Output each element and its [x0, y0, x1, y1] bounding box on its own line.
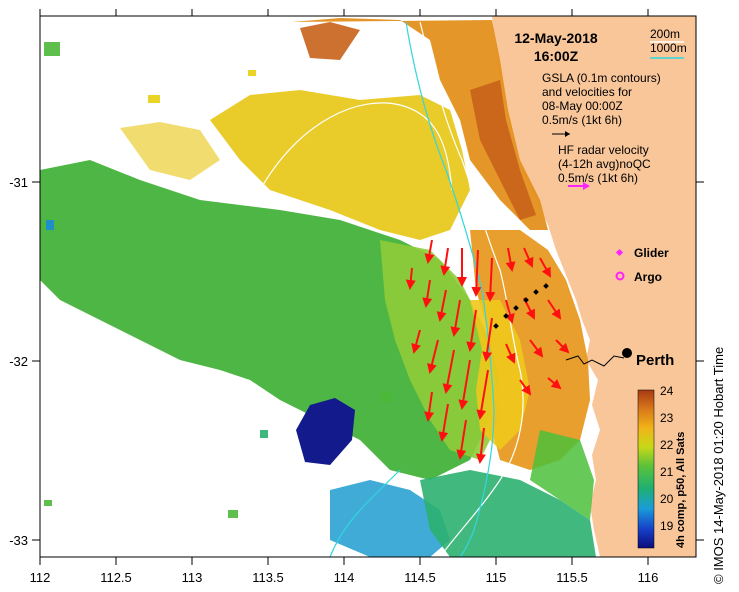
colorbar-tick: 22 — [660, 438, 674, 452]
city-label: Perth — [636, 352, 674, 369]
sst-south-blue — [296, 398, 355, 465]
isobath-200m-west — [259, 102, 453, 191]
plot-area — [40, 16, 696, 557]
x-axis-ticks — [39, 9, 649, 565]
x-tick-label: 116 — [638, 570, 659, 585]
glider-marker-icon — [615, 248, 624, 257]
x-tick-label: 114.5 — [404, 570, 436, 585]
isobath-1000m-sw — [329, 469, 401, 557]
isobath-1000m — [405, 21, 495, 557]
sst-south-green2 — [530, 430, 594, 520]
x-tick-label: 115.5 — [556, 570, 588, 585]
colorbar-tick: 23 — [660, 411, 674, 425]
hf-scale-arrow-icon — [568, 182, 590, 190]
isobath-1000m-label: 1000m — [650, 41, 687, 55]
x-tick-label: 114 — [334, 570, 355, 585]
x-tick-label: 113 — [182, 570, 203, 585]
coastline — [565, 355, 625, 367]
hf-legend-line2: (4-12h avg)noQC — [558, 157, 651, 171]
colorbar — [637, 389, 655, 549]
isobath-200m-label: 200m — [650, 27, 680, 41]
map-time: 16:00Z — [534, 48, 579, 64]
sst-north-yellow — [210, 90, 470, 240]
colorbar-labels: 24 23 22 21 20 19 — [660, 384, 674, 533]
y-tick-label: -33 — [9, 533, 28, 548]
glider-legend-label: Glider — [634, 246, 669, 260]
colorbar-tick: 20 — [660, 492, 674, 506]
y-tick-label: -31 — [9, 175, 28, 190]
gsla-legend-line3: 08-May 00:00Z — [542, 99, 623, 113]
sst-north-orange — [292, 18, 548, 230]
y-tick-label: -32 — [9, 354, 28, 369]
colorbar-title: 4h comp, p50, All Sats — [675, 432, 687, 548]
gsla-scale-arrow-icon — [552, 131, 570, 137]
colorbar-tick: 24 — [660, 384, 674, 398]
gsla-legend-line2: and velocities for — [542, 85, 632, 99]
colorbar-tick: 21 — [660, 465, 674, 479]
x-tick-label: 112.5 — [100, 570, 132, 585]
argo-legend-label: Argo — [634, 270, 662, 284]
sst-north-light — [120, 122, 220, 180]
sst-south-cyan — [330, 480, 450, 557]
x-tick-label: 113.5 — [252, 570, 284, 585]
y-axis-labels: -31 -32 -33 — [9, 175, 28, 548]
hf-legend-scale: 0.5m/s (1kt 6h) — [558, 171, 638, 185]
sst-north-brown — [300, 22, 536, 220]
x-axis-labels: 112 112.5 113 113.5 114 114.5 115 115.5 … — [30, 570, 659, 585]
map-date: 12-May-2018 — [514, 30, 597, 46]
hf-radar-vectors — [405, 239, 570, 464]
x-tick-label: 115 — [486, 570, 507, 585]
city-marker-icon — [622, 348, 632, 358]
gsla-legend-line1: GSLA (0.1m contours) — [542, 71, 661, 85]
credit-text: © IMOS 14-May-2018 01:20 Hobart Time — [711, 346, 726, 584]
x-tick-label: 112 — [30, 570, 51, 585]
sst-scatter — [44, 42, 392, 518]
glider-track — [493, 283, 549, 329]
plot-frame — [39, 15, 697, 558]
y-axis-ticks — [32, 181, 704, 541]
sst-mid-lightgreen — [380, 240, 500, 460]
gsla-legend-scale: 0.5m/s (1kt 6h) — [542, 113, 622, 127]
sst-south-green — [420, 470, 596, 557]
hf-legend-line1: HF radar velocity — [558, 143, 649, 157]
colorbar-tick: 19 — [660, 519, 674, 533]
argo-marker-icon — [615, 271, 625, 281]
